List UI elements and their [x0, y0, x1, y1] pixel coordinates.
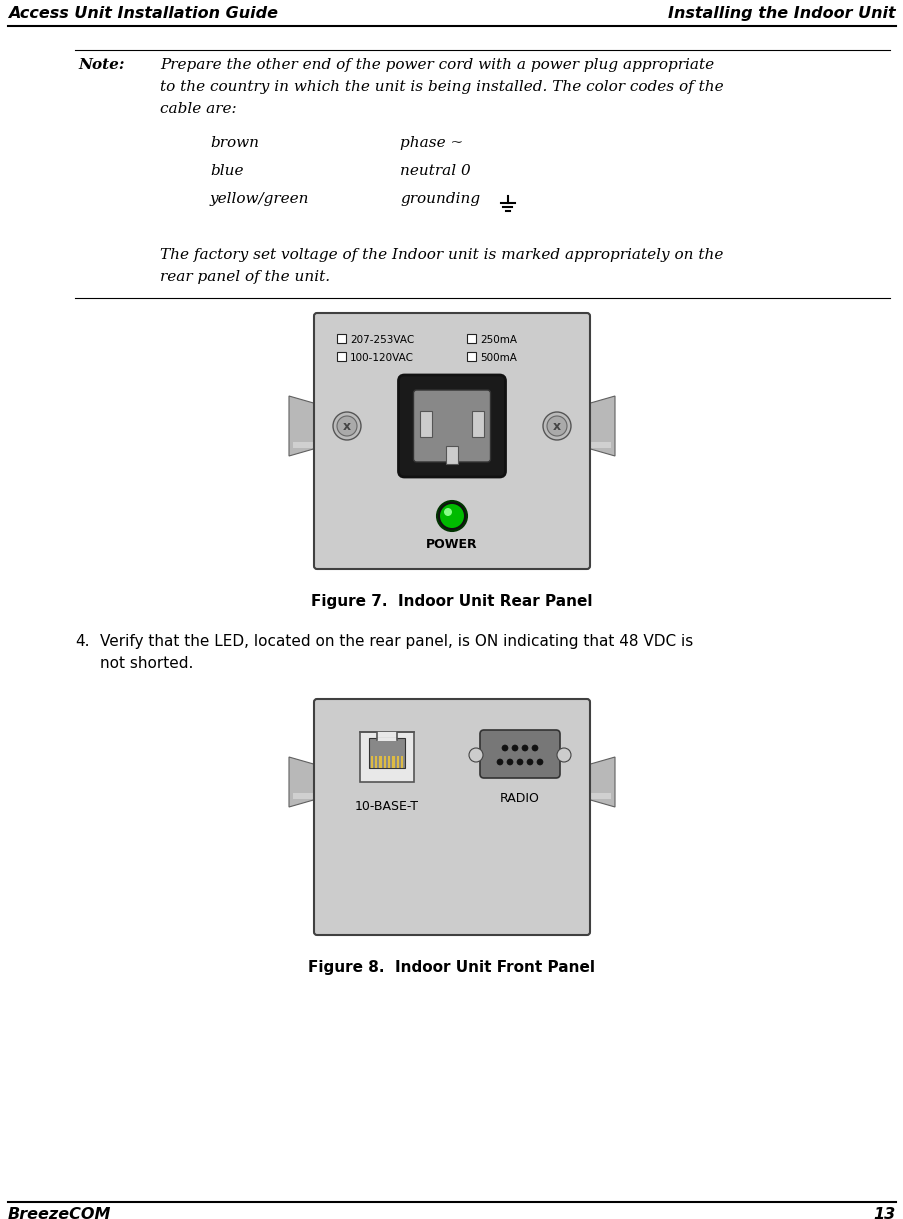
Bar	[375, 756, 377, 768]
Circle shape	[440, 503, 463, 528]
Bar	[293, 794, 312, 798]
Circle shape	[511, 745, 517, 751]
Bar	[337, 334, 346, 343]
Bar	[370, 756, 373, 768]
Bar	[471, 411, 483, 436]
Text: 10-BASE-T: 10-BASE-T	[355, 800, 418, 813]
Text: rear panel of the unit.: rear panel of the unit.	[160, 269, 330, 284]
Text: RADIO: RADIO	[499, 792, 539, 805]
Text: cable are:: cable are:	[160, 102, 237, 116]
Circle shape	[337, 416, 357, 436]
Bar	[445, 446, 458, 464]
Text: 100-120VAC: 100-120VAC	[349, 354, 414, 363]
Circle shape	[546, 416, 566, 436]
Text: grounding: grounding	[399, 193, 479, 206]
Bar	[396, 756, 398, 768]
Polygon shape	[586, 757, 614, 807]
Circle shape	[436, 501, 467, 531]
Polygon shape	[289, 396, 317, 456]
Circle shape	[469, 748, 482, 762]
Polygon shape	[586, 396, 614, 456]
Circle shape	[521, 745, 527, 751]
Text: Figure 7.  Indoor Unit Rear Panel: Figure 7. Indoor Unit Rear Panel	[311, 594, 592, 610]
Text: Access Unit Installation Guide: Access Unit Installation Guide	[8, 6, 278, 21]
Bar	[400, 756, 403, 768]
Text: blue: blue	[209, 165, 243, 178]
Bar	[420, 411, 432, 436]
Circle shape	[507, 759, 512, 766]
Circle shape	[332, 412, 360, 440]
Text: x: x	[342, 419, 350, 433]
Text: Installing the Indoor Unit: Installing the Indoor Unit	[667, 6, 895, 21]
Text: phase ~: phase ~	[399, 137, 462, 150]
Circle shape	[536, 759, 543, 766]
Text: BreezeCOM: BreezeCOM	[8, 1207, 111, 1219]
Bar	[467, 352, 476, 361]
Text: Verify that the LED, located on the rear panel, is ON indicating that 48 VDC is: Verify that the LED, located on the rear…	[100, 634, 693, 649]
Bar	[383, 756, 386, 768]
FancyBboxPatch shape	[313, 698, 590, 935]
Circle shape	[531, 745, 537, 751]
Text: to the country in which the unit is being installed. The color codes of the: to the country in which the unit is bein…	[160, 80, 722, 94]
Circle shape	[443, 508, 452, 516]
Text: x: x	[553, 419, 561, 433]
Text: Note:: Note:	[78, 59, 125, 72]
Bar	[359, 731, 414, 783]
Bar	[387, 756, 390, 768]
Circle shape	[501, 745, 507, 751]
FancyBboxPatch shape	[398, 375, 505, 477]
FancyBboxPatch shape	[413, 390, 490, 462]
Circle shape	[526, 759, 533, 766]
Circle shape	[517, 759, 523, 766]
Text: POWER: POWER	[425, 538, 478, 551]
Bar	[591, 794, 610, 798]
Circle shape	[556, 748, 571, 762]
Text: yellow/green: yellow/green	[209, 193, 309, 206]
Text: 4.: 4.	[75, 634, 89, 649]
Bar	[377, 731, 396, 740]
Bar	[591, 442, 610, 449]
Circle shape	[497, 759, 502, 766]
Text: 207-253VAC: 207-253VAC	[349, 335, 414, 345]
Circle shape	[543, 412, 571, 440]
Bar	[377, 737, 396, 741]
Bar	[379, 756, 381, 768]
FancyBboxPatch shape	[479, 730, 559, 778]
Bar	[368, 737, 405, 768]
Bar	[337, 352, 346, 361]
Text: brown: brown	[209, 137, 259, 150]
Bar	[467, 334, 476, 343]
Text: Figure 8.  Indoor Unit Front Panel: Figure 8. Indoor Unit Front Panel	[308, 961, 595, 975]
Text: 13: 13	[873, 1207, 895, 1219]
Bar	[293, 442, 312, 449]
Text: The factory set voltage of the Indoor unit is marked appropriately on the: The factory set voltage of the Indoor un…	[160, 247, 722, 262]
Text: neutral 0: neutral 0	[399, 165, 470, 178]
Text: 500mA: 500mA	[479, 354, 517, 363]
Text: 250mA: 250mA	[479, 335, 517, 345]
Polygon shape	[289, 757, 317, 807]
FancyBboxPatch shape	[313, 313, 590, 569]
Text: Prepare the other end of the power cord with a power plug appropriate: Prepare the other end of the power cord …	[160, 59, 713, 72]
Text: not shorted.: not shorted.	[100, 656, 193, 670]
Bar	[392, 756, 395, 768]
